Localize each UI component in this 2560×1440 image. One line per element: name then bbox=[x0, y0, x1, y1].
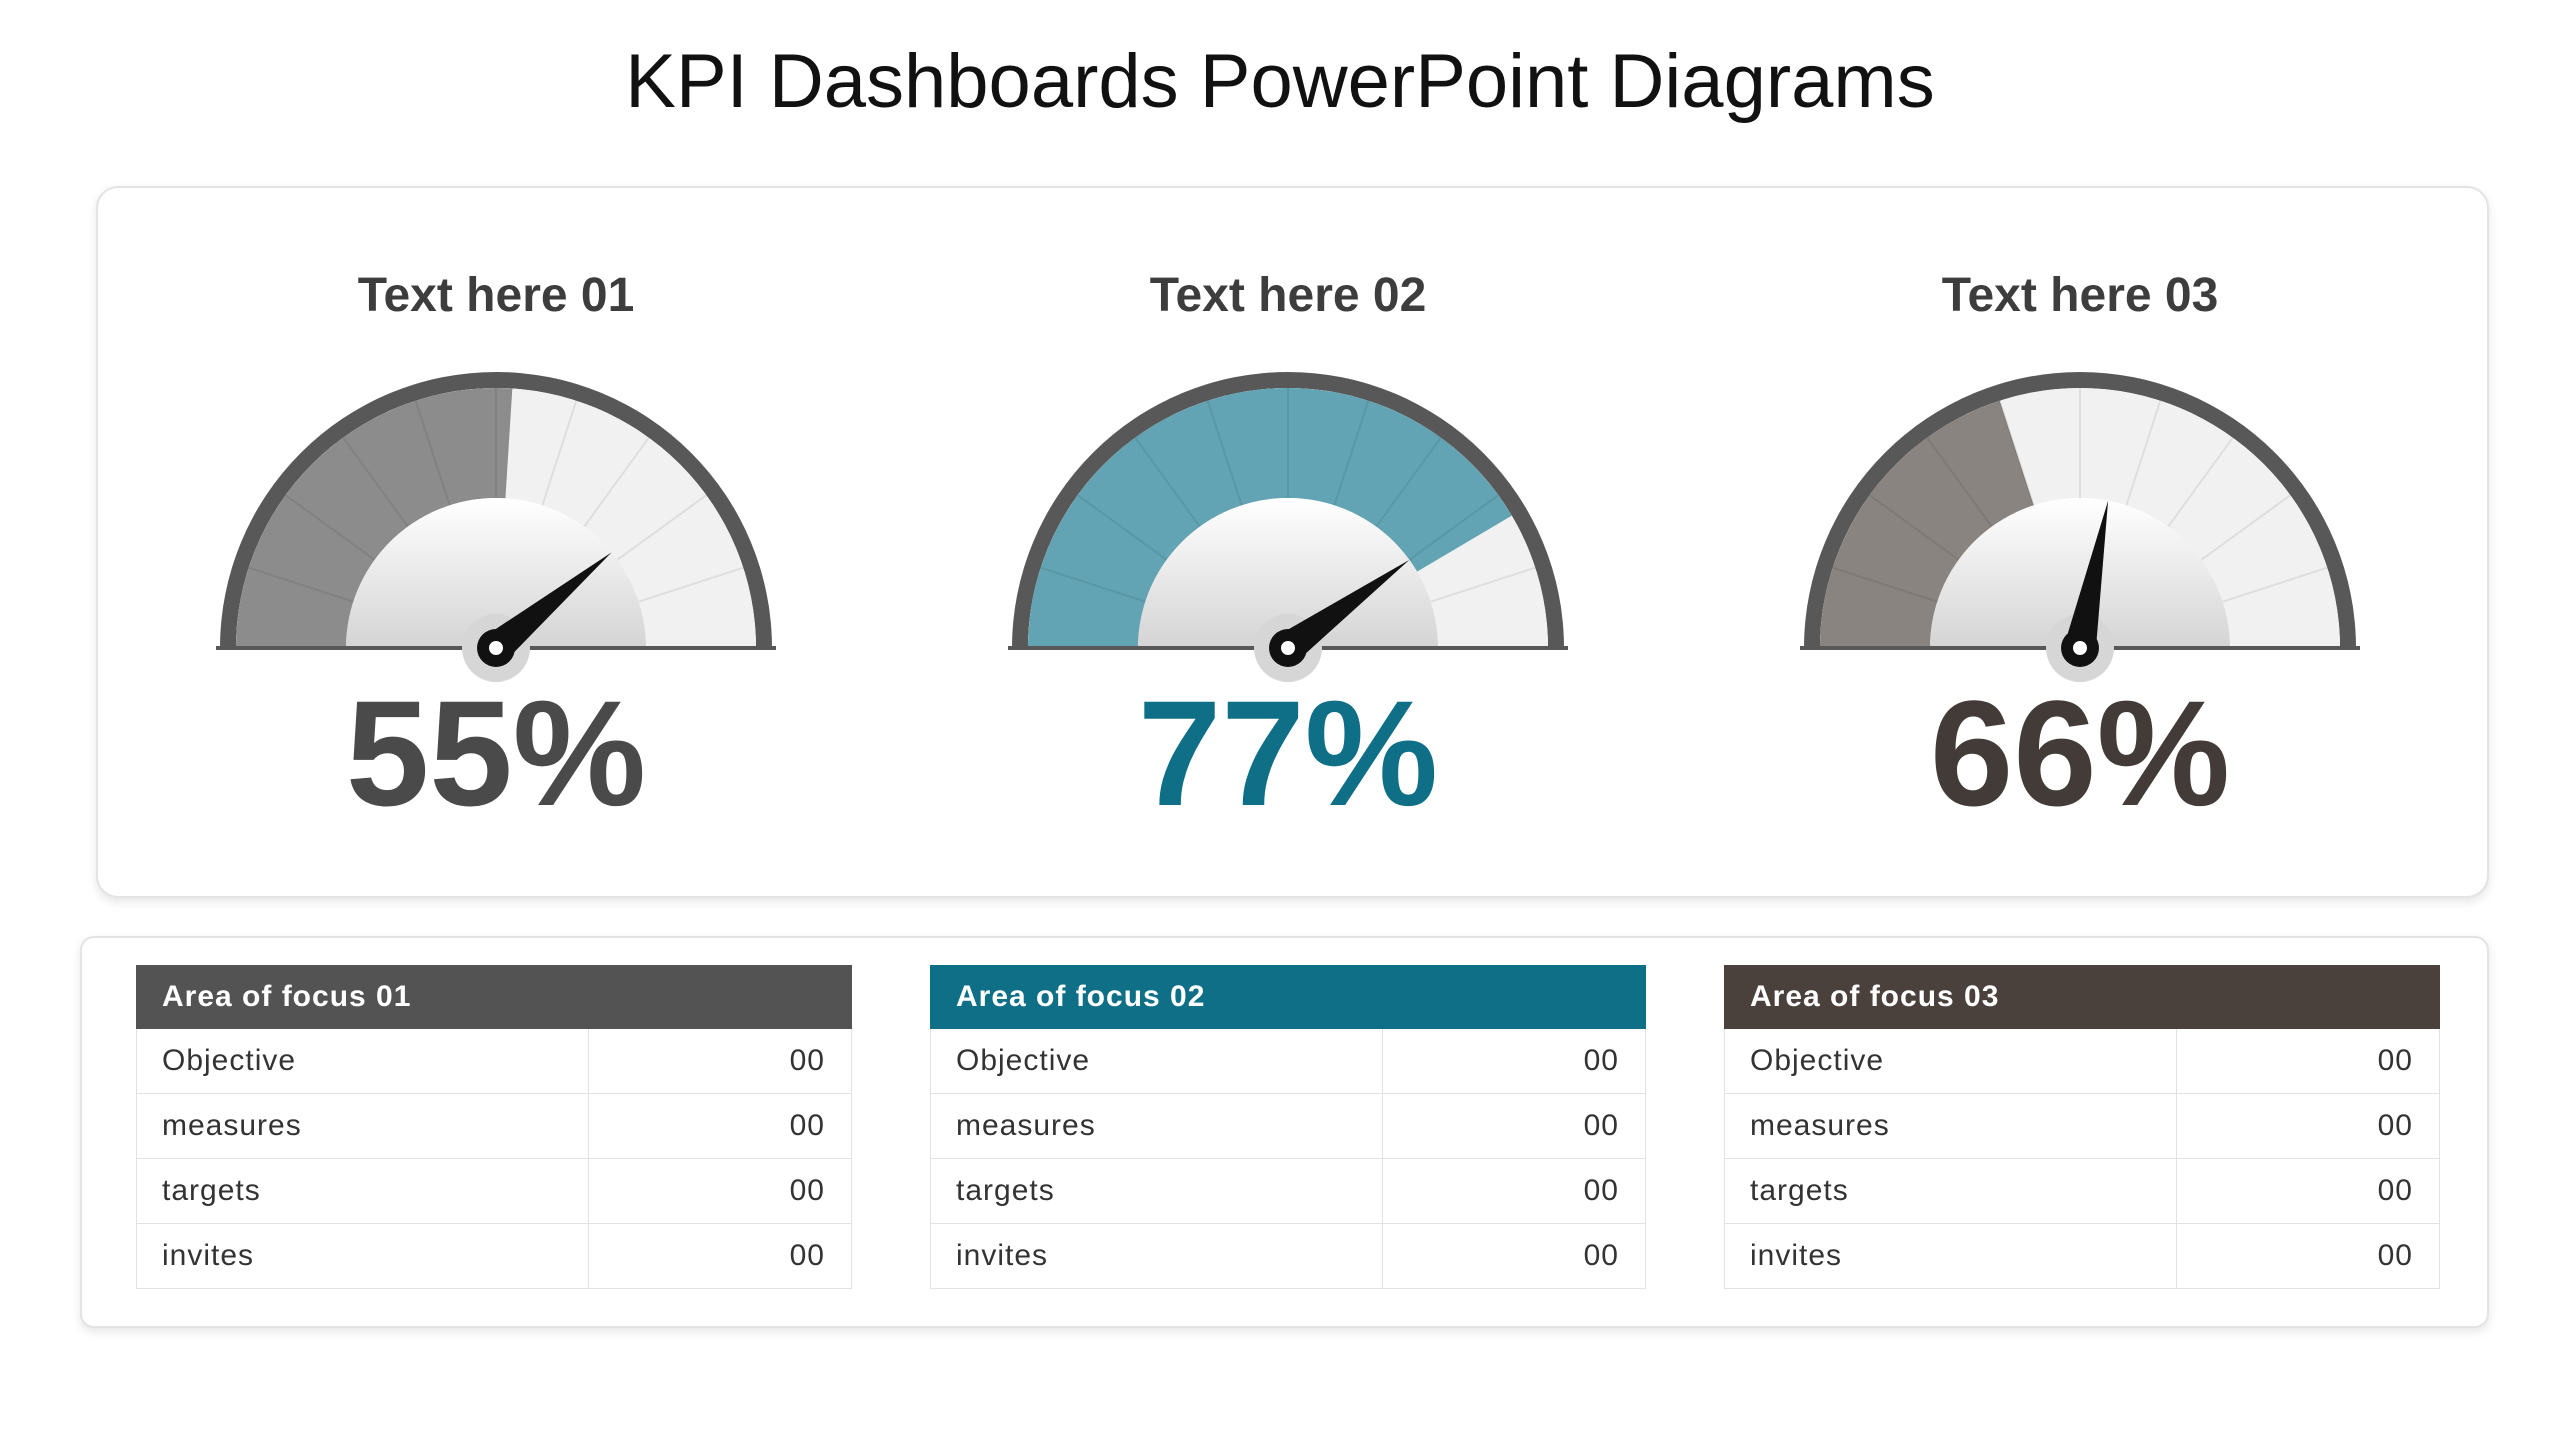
focus-table-3: Area of focus 03 Objective 00 measures 00 … bbox=[1724, 965, 2440, 1289]
table-row: invites 00 bbox=[136, 1224, 852, 1289]
row-value: 00 bbox=[1583, 1239, 1619, 1272]
gauge-fill bbox=[1820, 400, 2034, 648]
gauge-tick bbox=[248, 566, 354, 603]
gauge-tick bbox=[1333, 400, 1370, 506]
table-row: invites 00 bbox=[930, 1224, 1646, 1289]
table-row: targets 00 bbox=[1724, 1159, 2440, 1224]
gauge-tick bbox=[285, 494, 376, 561]
gauge-needle bbox=[1278, 559, 1410, 661]
table-row: Objective 00 bbox=[930, 1029, 1646, 1094]
gauge-tick bbox=[1832, 566, 1938, 603]
gauge-tick bbox=[1408, 494, 1499, 561]
kpi-label: Text here 02 bbox=[1149, 269, 1427, 322]
gauge-tick bbox=[616, 494, 707, 561]
kpi-value: 66% bbox=[1929, 669, 2231, 837]
row-label: measures bbox=[931, 1094, 1383, 1158]
gauge-tick bbox=[1430, 566, 1536, 603]
table-row: Objective 00 bbox=[1724, 1029, 2440, 1094]
gauge-tick bbox=[541, 400, 578, 506]
row-value: 00 bbox=[2377, 1174, 2413, 1207]
row-label: measures bbox=[1725, 1094, 2177, 1158]
gauge-tick bbox=[638, 566, 744, 603]
row-label: Objective bbox=[1725, 1029, 2177, 1093]
row-label: Objective bbox=[931, 1029, 1383, 1093]
gauge-2 bbox=[1008, 372, 1568, 682]
gauge-needle bbox=[485, 552, 612, 661]
focus-table-1: Area of focus 01 Objective 00 measures 00 … bbox=[136, 965, 852, 1289]
gauge-tick bbox=[342, 437, 409, 528]
focus-panel: Area of focus 01 Objective 00 measures 00 … bbox=[80, 936, 2489, 1328]
focus-table-2: Area of focus 02 Objective 00 measures 00 … bbox=[930, 965, 1646, 1289]
row-label: measures bbox=[137, 1094, 589, 1158]
kpi-label: Text here 03 bbox=[1941, 269, 2219, 322]
gauge-tick bbox=[414, 400, 451, 506]
gauge-fill bbox=[1028, 388, 1512, 648]
needle-pin bbox=[2073, 641, 2087, 655]
page-title: KPI Dashboards PowerPoint Diagrams bbox=[625, 39, 1935, 124]
gauge-tick bbox=[1926, 437, 1993, 528]
gauge-tick bbox=[1998, 400, 2035, 506]
needle-pin bbox=[1281, 641, 1295, 655]
row-value: 00 bbox=[789, 1044, 825, 1077]
kpi-value: 55% bbox=[345, 669, 647, 837]
gauge-tick bbox=[2167, 437, 2234, 528]
table-header: Area of focus 02 bbox=[930, 965, 1646, 1029]
gauge-tick bbox=[583, 437, 650, 528]
row-value: 00 bbox=[1583, 1044, 1619, 1077]
row-value: 00 bbox=[789, 1109, 825, 1142]
gauge-fill bbox=[236, 388, 513, 648]
gauge-hub bbox=[346, 498, 646, 648]
table-row: invites 00 bbox=[1724, 1224, 2440, 1289]
row-value: 00 bbox=[789, 1239, 825, 1272]
row-label: invites bbox=[931, 1224, 1383, 1288]
row-label: targets bbox=[1725, 1159, 2177, 1223]
gauge-tick bbox=[1206, 400, 1243, 506]
row-value: 00 bbox=[2377, 1109, 2413, 1142]
kpi-label: Text here 01 bbox=[357, 269, 635, 322]
table-row: targets 00 bbox=[930, 1159, 1646, 1224]
gauge-1 bbox=[216, 372, 776, 682]
row-value: 00 bbox=[1583, 1174, 1619, 1207]
table-row: measures 00 bbox=[1724, 1094, 2440, 1159]
gauge-tick bbox=[1869, 494, 1960, 561]
row-label: invites bbox=[1725, 1224, 2177, 1288]
kpi-value: 77% bbox=[1137, 669, 1439, 837]
row-label: invites bbox=[137, 1224, 589, 1288]
table-row: targets 00 bbox=[136, 1159, 852, 1224]
row-label: Objective bbox=[137, 1029, 589, 1093]
gauge-tick bbox=[2222, 566, 2328, 603]
gauge-tick bbox=[1375, 437, 1442, 528]
table-header: Area of focus 01 bbox=[136, 965, 852, 1029]
row-value: 00 bbox=[2377, 1044, 2413, 1077]
table-row: measures 00 bbox=[136, 1094, 852, 1159]
gauge-tick bbox=[1134, 437, 1201, 528]
gauge-tick bbox=[2200, 494, 2291, 561]
gauge-tick bbox=[1040, 566, 1146, 603]
table-row: Objective 00 bbox=[136, 1029, 852, 1094]
gauge-panel: Text here 01 55% Text here 02 77% Text h… bbox=[96, 186, 2489, 898]
gauge-needle bbox=[2064, 500, 2109, 651]
gauge-hub bbox=[1138, 498, 1438, 648]
row-label: targets bbox=[137, 1159, 589, 1223]
gauge-3 bbox=[1800, 372, 2360, 682]
row-value: 00 bbox=[2377, 1239, 2413, 1272]
row-label: targets bbox=[931, 1159, 1383, 1223]
row-value: 00 bbox=[789, 1174, 825, 1207]
row-value: 00 bbox=[1583, 1109, 1619, 1142]
gauge-tick bbox=[1077, 494, 1168, 561]
gauge-tick bbox=[2125, 400, 2162, 506]
table-row: measures 00 bbox=[930, 1094, 1646, 1159]
needle-pin bbox=[489, 641, 503, 655]
table-header: Area of focus 03 bbox=[1724, 965, 2440, 1029]
gauge-hub bbox=[1930, 498, 2230, 648]
